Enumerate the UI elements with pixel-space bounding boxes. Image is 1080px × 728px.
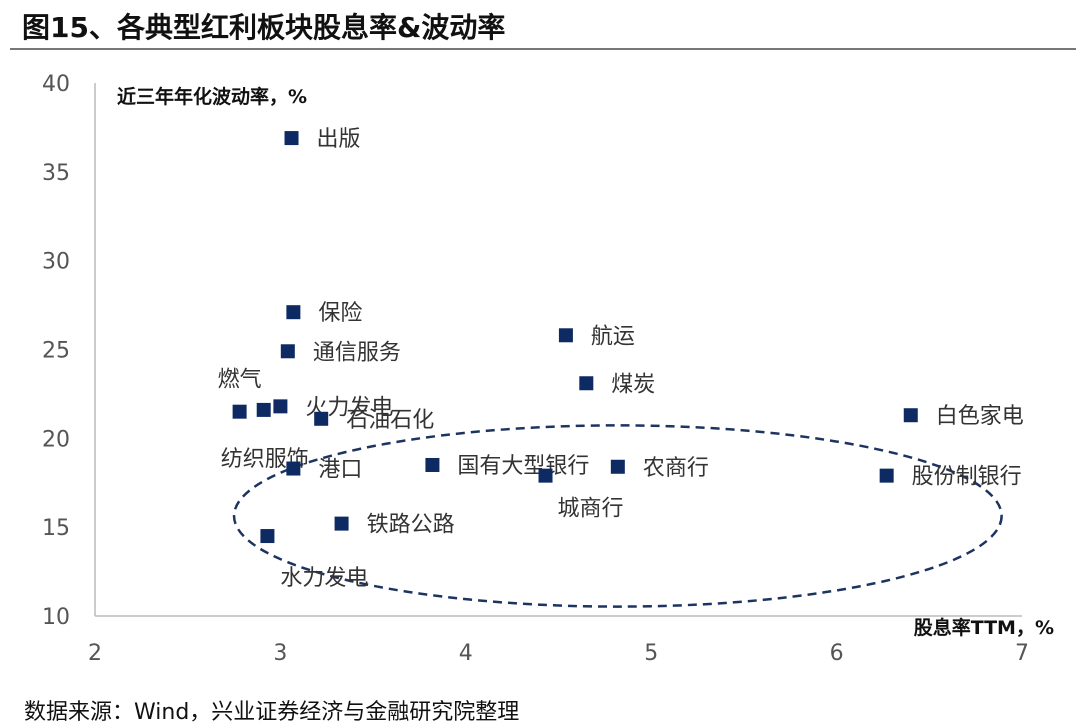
point-label: 保险: [318, 301, 362, 326]
data-point: [610, 459, 625, 474]
data-point: [879, 468, 894, 483]
data-point: [286, 305, 301, 320]
point-label: 煤炭: [611, 372, 655, 397]
title-divider: [10, 48, 1076, 50]
source-note: 数据来源：Wind，兴业证券经济与金融研究院整理: [24, 700, 520, 725]
x-axis-label: 股息率TTM，%: [914, 616, 1054, 639]
y-tick-label: 25: [42, 339, 70, 364]
data-point: [538, 468, 553, 483]
data-point: [334, 516, 349, 531]
data-point: [256, 402, 271, 417]
data-point: [903, 408, 918, 423]
data-point: [314, 411, 329, 426]
y-tick-label: 10: [42, 605, 70, 630]
data-point: [558, 328, 573, 343]
y-tick-label: 35: [42, 161, 70, 186]
x-tick-label: 6: [830, 641, 844, 666]
y-axis-label: 近三年年化波动率，%: [117, 85, 307, 108]
data-point: [425, 457, 440, 472]
x-tick-label: 3: [273, 641, 287, 666]
highlight-ellipse: [232, 424, 1003, 608]
y-tick-label: 20: [42, 427, 70, 452]
data-point: [232, 404, 247, 419]
data-point: [273, 399, 288, 414]
data-point: [280, 344, 295, 359]
point-label: 白色家电: [936, 404, 1024, 429]
point-label: 航运: [591, 324, 635, 349]
point-label: 城商行: [558, 497, 624, 522]
y-tick-label: 15: [42, 516, 70, 541]
y-tick-label: 30: [42, 250, 70, 275]
data-point: [284, 131, 299, 146]
data-point: [260, 529, 275, 544]
x-tick-label: 4: [459, 641, 473, 666]
point-label: 出版: [317, 127, 361, 152]
y-tick-label: 40: [42, 72, 70, 97]
data-point: [579, 376, 594, 391]
point-label: 铁路公路: [367, 513, 455, 538]
x-tick-label: 7: [1015, 641, 1029, 666]
x-tick-label: 2: [88, 641, 102, 666]
point-label: 农商行: [643, 456, 709, 481]
point-label: 通信服务: [313, 340, 401, 365]
point-label: 港口: [318, 458, 362, 483]
data-point: [286, 461, 301, 476]
point-label: 国有大型银行: [457, 454, 589, 479]
point-label: 石油石化: [346, 408, 434, 433]
x-tick-label: 5: [644, 641, 658, 666]
point-label: 水力发电: [280, 566, 368, 591]
chart-title: 图15、各典型红利板块股息率&波动率: [22, 11, 506, 44]
point-label: 燃气: [218, 368, 262, 393]
point-label: 股份制银行: [912, 465, 1022, 490]
